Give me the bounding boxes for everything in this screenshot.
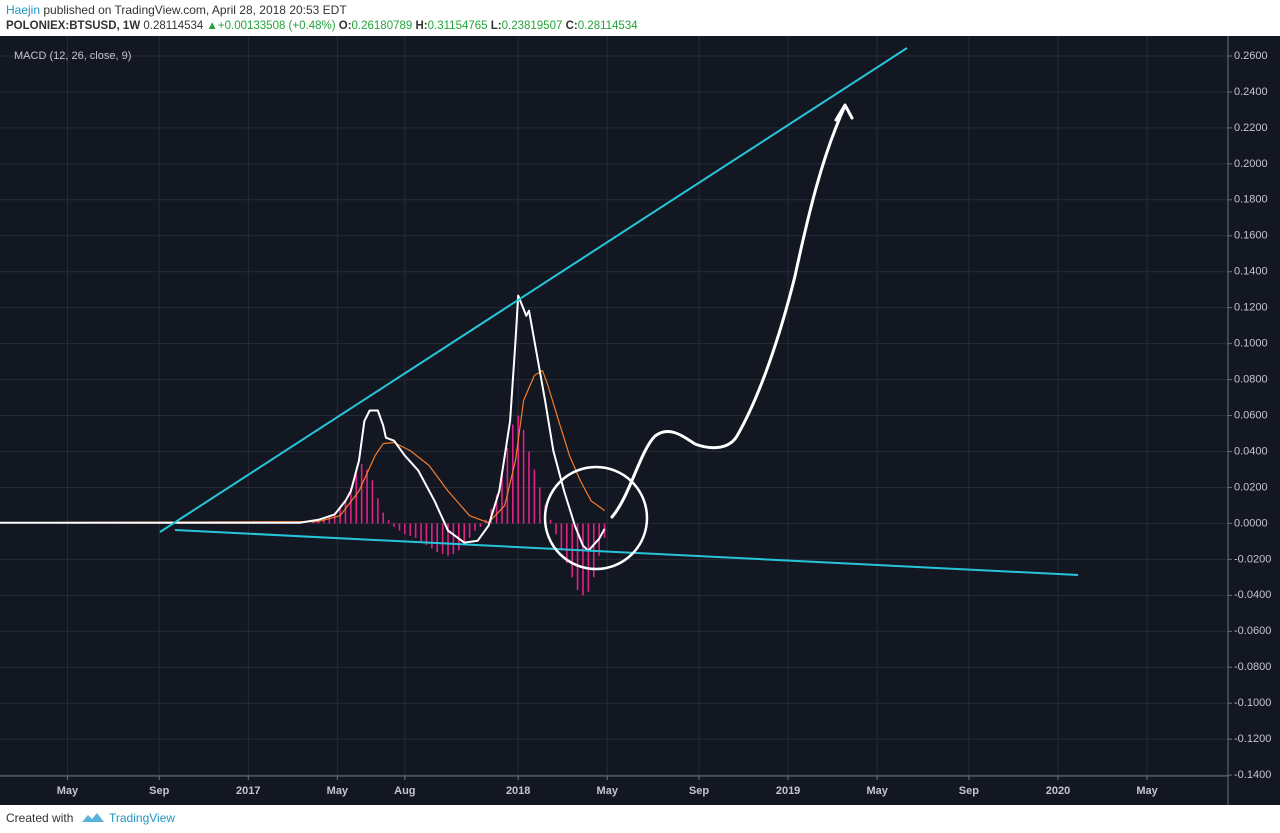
y-tick-label: -0.0800 <box>1234 661 1271 673</box>
ohlc-value: 0.28114534 <box>577 20 638 32</box>
y-tick-label: 0.0000 <box>1234 517 1268 529</box>
highlight-circle <box>543 465 649 571</box>
brand[interactable]: TradingView <box>109 811 176 825</box>
x-tick-label: 2019 <box>776 785 800 797</box>
change-marker: ▲ <box>206 20 218 32</box>
x-tick-label: Aug <box>394 785 415 797</box>
ohlc-value: 0.31154765 <box>427 20 488 32</box>
indicator-label: MACD (12, 26, close, 9) <box>14 50 131 62</box>
x-tick-label: Sep <box>689 785 709 797</box>
line-series <box>0 294 606 552</box>
y-tick-label: -0.1000 <box>1234 697 1271 709</box>
brand-logo <box>82 813 104 822</box>
y-tick-label: 0.1600 <box>1234 230 1268 242</box>
ohlc-label: C: <box>565 20 578 32</box>
y-tick-label: -0.1400 <box>1234 769 1271 781</box>
y-tick-label: 0.2000 <box>1234 158 1268 170</box>
x-tick-label: May <box>57 785 79 797</box>
drawings <box>159 47 1079 576</box>
header: Haejin published on TradingView.com, Apr… <box>0 0 1280 36</box>
x-tick-label: May <box>866 785 888 797</box>
y-tick-label: 0.1000 <box>1234 338 1268 350</box>
trend-line <box>159 47 908 533</box>
x-tick-label: 2018 <box>506 785 530 797</box>
symbol-line: POLONIEX:BTSUSD, 1W 0.28114534 ▲+0.00133… <box>6 20 638 32</box>
trend-line <box>174 529 1079 576</box>
plot <box>0 294 606 596</box>
ohlc-label: L: <box>490 20 502 32</box>
y-tick-label: 0.1400 <box>1234 266 1268 278</box>
footer: Created with TradingView <box>0 805 1280 833</box>
x-tick-label: Sep <box>959 785 979 797</box>
created-with: Created with <box>6 811 74 825</box>
logo-shape <box>82 813 104 822</box>
symbol: POLONIEX:BTSUSD, 1W <box>6 20 141 32</box>
x-tick-label: Sep <box>149 785 169 797</box>
arrow-head <box>834 103 854 122</box>
y-tick-label: 0.1200 <box>1234 302 1268 314</box>
y-tick-label: -0.1200 <box>1234 733 1271 745</box>
ohlc-value: 0.23819507 <box>501 20 563 32</box>
axes: 0.2600 0.2400 0.2200 0.2000 0.1800 0.1600 0.14… <box>57 50 1272 797</box>
x-tick-label: 2020 <box>1046 785 1070 797</box>
author[interactable]: Haejin <box>6 3 41 17</box>
y-tick-label: 0.0400 <box>1234 445 1268 457</box>
projection-arrow <box>610 104 847 519</box>
chart: MACD (12, 26, close, 9) 0.2600 0.2400 0.22… <box>0 36 1280 805</box>
y-tick-label: 0.1800 <box>1234 194 1268 206</box>
y-tick-label: -0.0600 <box>1234 625 1271 637</box>
y-tick-label: 0.0200 <box>1234 481 1268 493</box>
published: published on TradingView.com, April 28, … <box>43 3 347 17</box>
x-tick-label: May <box>327 785 349 797</box>
y-tick-label: 0.0600 <box>1234 409 1268 421</box>
y-tick-label: 0.0800 <box>1234 373 1268 385</box>
ohlc-value: 0.26180789 <box>351 20 413 32</box>
y-tick-label: -0.0400 <box>1234 589 1271 601</box>
publish-line: Haejin published on TradingView.com, Apr… <box>6 3 347 17</box>
y-tick-label: 0.2600 <box>1234 50 1268 62</box>
grid <box>0 36 1228 776</box>
y-tick-label: -0.0200 <box>1234 553 1271 565</box>
x-tick-label: May <box>1136 785 1158 797</box>
y-tick-label: 0.2200 <box>1234 122 1268 134</box>
background <box>0 36 1280 805</box>
x-tick-label: May <box>597 785 619 797</box>
y-tick-label: 0.2400 <box>1234 86 1268 98</box>
last-price: 0.28114534 <box>143 20 204 32</box>
change: +0.00133508 (+0.48%) <box>217 20 336 32</box>
x-tick-label: 2017 <box>236 785 260 797</box>
ohlc-label: H: <box>415 20 428 32</box>
ohlc-label: O: <box>338 20 352 32</box>
